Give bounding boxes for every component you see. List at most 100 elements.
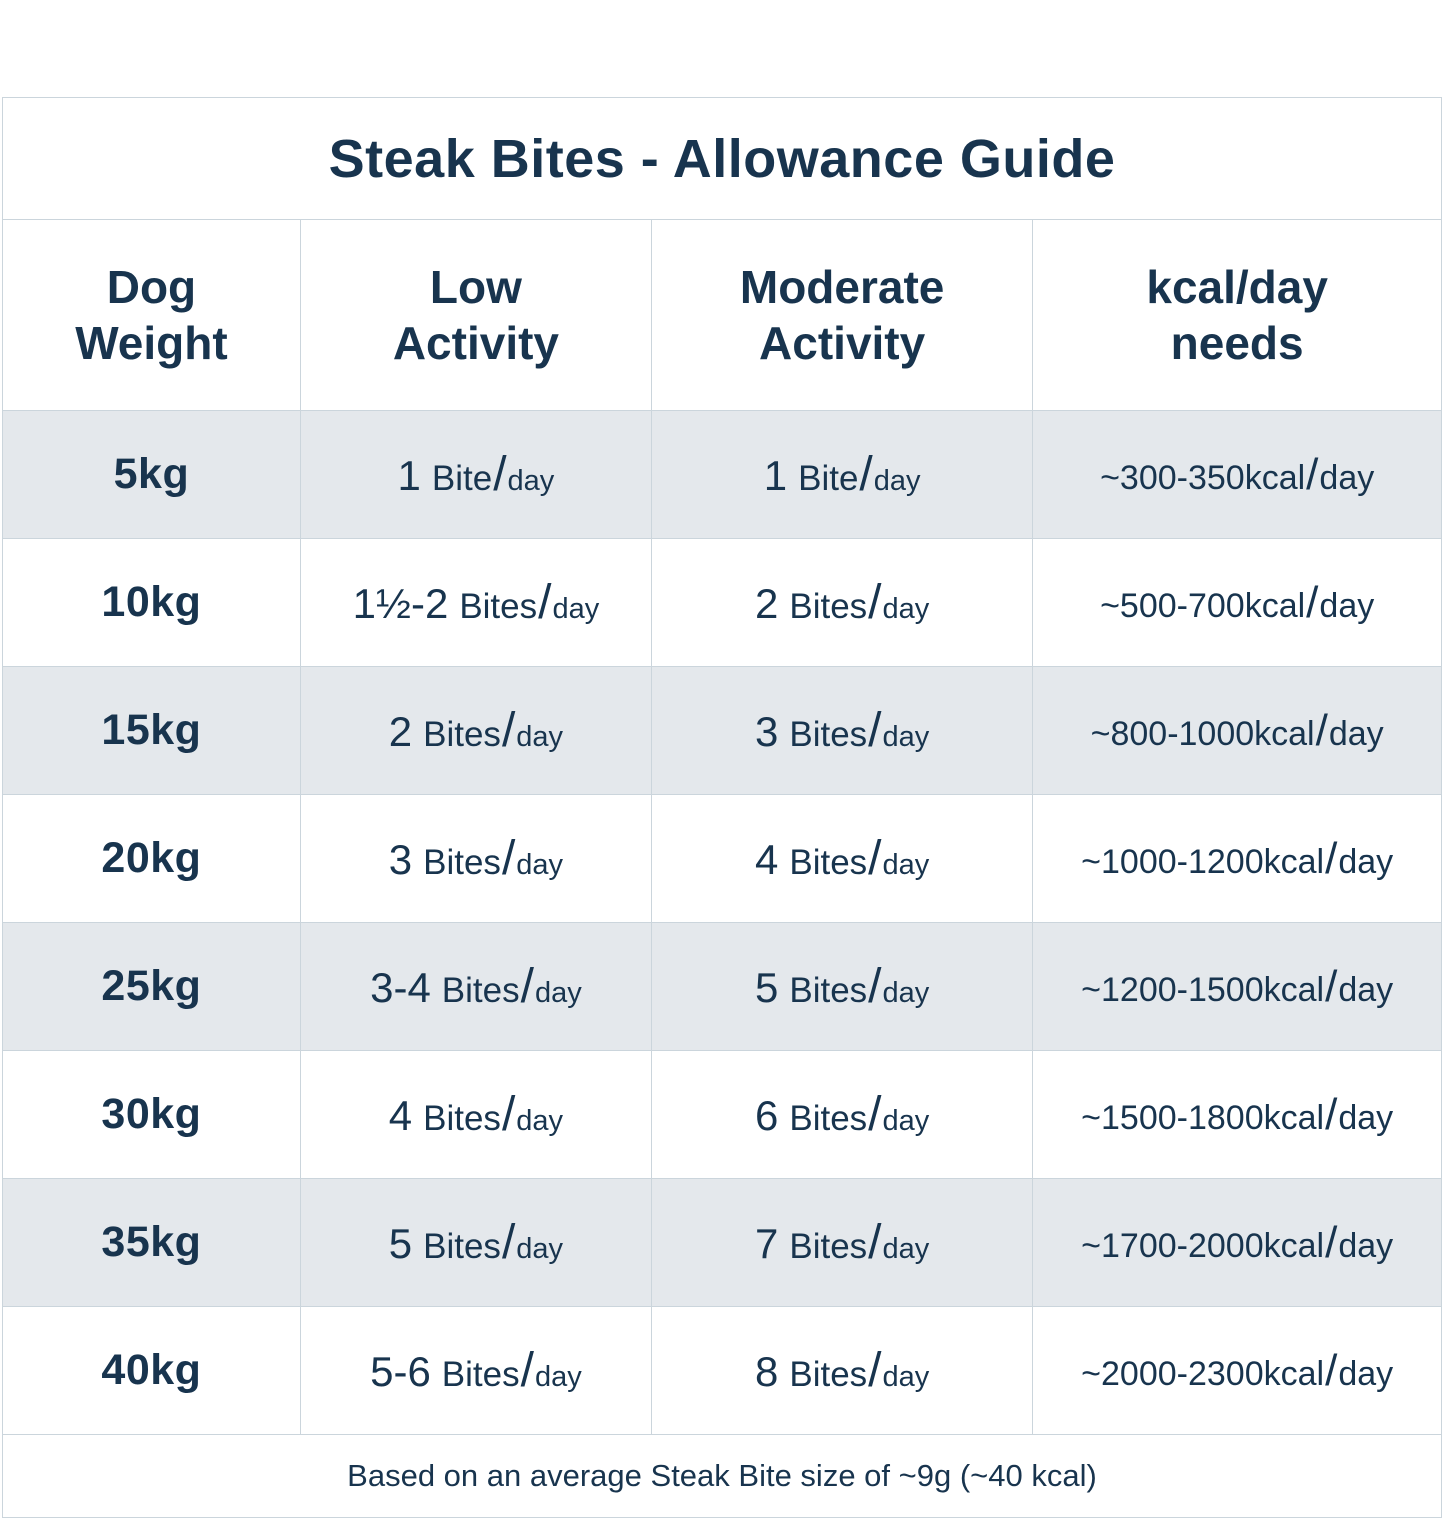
bite-unit: Bites — [423, 1227, 501, 1266]
slash-separator: / — [1325, 961, 1338, 1011]
slash-separator: / — [1306, 449, 1319, 499]
header-kcal-needs-line2: needs — [1170, 317, 1304, 369]
column-header-row: Dog Weight Low Activity Moderate Activit… — [2, 219, 1442, 411]
per-period: day — [516, 721, 564, 753]
slash-separator: / — [868, 1216, 882, 1269]
per-period: day — [882, 1233, 930, 1265]
dog-weight-value: 25kg — [2, 922, 301, 1051]
per-period: day — [1319, 458, 1375, 497]
slash-separator: / — [859, 448, 873, 501]
slash-separator: / — [1325, 1217, 1338, 1267]
bite-unit: Bites — [789, 1099, 868, 1138]
bite-count: 5 — [388, 1220, 413, 1267]
per-period: day — [882, 593, 930, 625]
per-period: day — [1338, 1226, 1394, 1265]
kcal-range: ~1200-1500kcal — [1081, 970, 1325, 1009]
kcal-needs-value: ~2000-2300kcal/day — [1032, 1306, 1442, 1435]
slash-separator: / — [501, 1088, 516, 1141]
header-low-activity-line2: Activity — [392, 317, 559, 369]
table-row-40kg: 40kg 5-6 Bites/day 8 Bites/day ~2000-2300k… — [2, 1306, 1442, 1435]
footnote: Based on an average Steak Bite size of ~… — [2, 1434, 1442, 1518]
header-moderate-activity-line1: Moderate — [739, 260, 945, 313]
bite-unit: Bites — [441, 971, 520, 1010]
table-row-25kg: 25kg 3-4 Bites/day 5 Bites/day ~1200-1500k… — [2, 922, 1442, 1051]
slash-separator: / — [868, 960, 882, 1013]
moderate-activity-value: 7 Bites/day — [650, 1178, 1034, 1307]
slash-separator: / — [501, 832, 516, 885]
per-period: day — [873, 465, 921, 497]
bite-unit: Bites — [789, 1355, 868, 1394]
kcal-needs-value: ~1200-1500kcal/day — [1032, 922, 1442, 1051]
bite-count: 3 — [388, 836, 413, 883]
per-period: day — [882, 1361, 930, 1393]
moderate-activity-value: 5 Bites/day — [650, 922, 1034, 1051]
kcal-needs-value: ~800-1000kcal/day — [1032, 666, 1442, 795]
bite-count: 2 — [388, 708, 413, 755]
bite-unit: Bites — [789, 715, 868, 754]
per-period: day — [1338, 1354, 1394, 1393]
low-activity-value: 3-4 Bites/day — [299, 922, 652, 1051]
bite-count: 4 — [388, 1092, 413, 1139]
header-dog-weight-line1: Dog — [106, 260, 197, 313]
bite-unit: Bites — [441, 1355, 520, 1394]
moderate-activity-value: 4 Bites/day — [650, 794, 1034, 923]
bite-unit: Bites — [423, 1099, 501, 1138]
bite-count: 6 — [754, 1092, 779, 1139]
slash-separator: / — [868, 1088, 882, 1141]
kcal-range: ~1000-1200kcal — [1081, 842, 1325, 881]
dog-weight-value: 30kg — [2, 1050, 301, 1179]
bite-count: 3-4 — [370, 964, 431, 1011]
bite-count: 2 — [754, 580, 779, 627]
kcal-needs-value: ~500-700kcal/day — [1032, 538, 1442, 667]
bite-count: 1 — [397, 452, 421, 499]
allowance-table: Steak Bites - Allowance Guide Dog Weight… — [2, 97, 1442, 1518]
header-low-activity: Low Activity — [299, 219, 652, 411]
moderate-activity-value: 1 Bite/day — [650, 410, 1034, 539]
table-row-35kg: 35kg 5 Bites/day 7 Bites/day ~1700-2000kca… — [2, 1178, 1442, 1307]
slash-separator: / — [868, 704, 882, 757]
low-activity-value: 4 Bites/day — [299, 1050, 652, 1179]
header-kcal-needs-line1: kcal/day — [1146, 260, 1328, 313]
slash-separator: / — [520, 1344, 534, 1397]
header-dog-weight-line2: Weight — [75, 317, 228, 369]
per-period: day — [882, 1105, 930, 1137]
per-period: day — [516, 1105, 564, 1137]
footnote-row: Based on an average Steak Bite size of ~… — [2, 1434, 1442, 1518]
per-period: day — [516, 849, 564, 881]
kcal-range: ~800-1000kcal — [1090, 714, 1315, 753]
slash-separator: / — [538, 576, 552, 629]
low-activity-value: 3 Bites/day — [299, 794, 652, 923]
header-moderate-activity-line2: Activity — [759, 317, 926, 369]
bite-count: 8 — [754, 1348, 779, 1395]
bite-unit: Bites — [789, 843, 868, 882]
low-activity-value: 5-6 Bites/day — [299, 1306, 652, 1435]
kcal-range: ~1500-1800kcal — [1081, 1098, 1325, 1137]
slash-separator: / — [501, 1216, 516, 1269]
moderate-activity-value: 8 Bites/day — [650, 1306, 1034, 1435]
per-period: day — [534, 1361, 582, 1393]
table-row-15kg: 15kg 2 Bites/day 3 Bites/day ~800-1000kcal… — [2, 666, 1442, 795]
dog-weight-value: 5kg — [2, 410, 301, 539]
page-title: Steak Bites - Allowance Guide — [2, 97, 1442, 220]
table-row-5kg: 5kg 1 Bite/day 1 Bite/day ~300-350kcal/day — [2, 410, 1442, 539]
slash-separator: / — [868, 576, 882, 629]
slash-separator: / — [1325, 1345, 1338, 1395]
slash-separator: / — [1325, 833, 1338, 883]
dog-weight-value: 40kg — [2, 1306, 301, 1435]
moderate-activity-value: 2 Bites/day — [650, 538, 1034, 667]
slash-separator: / — [1325, 1089, 1338, 1139]
bite-count: 4 — [754, 836, 779, 883]
header-kcal-needs: kcal/day needs — [1032, 219, 1442, 411]
table-row-30kg: 30kg 4 Bites/day 6 Bites/day ~1500-1800kca… — [2, 1050, 1442, 1179]
per-period: day — [552, 593, 600, 625]
per-period: day — [882, 721, 930, 753]
low-activity-value: 1 Bite/day — [299, 410, 652, 539]
dog-weight-value: 35kg — [2, 1178, 301, 1307]
dog-weight-value: 20kg — [2, 794, 301, 923]
bite-unit: Bite — [431, 459, 493, 498]
slash-separator: / — [868, 832, 882, 885]
kcal-needs-value: ~1700-2000kcal/day — [1032, 1178, 1442, 1307]
slash-separator: / — [868, 1344, 882, 1397]
per-period: day — [882, 977, 930, 1009]
